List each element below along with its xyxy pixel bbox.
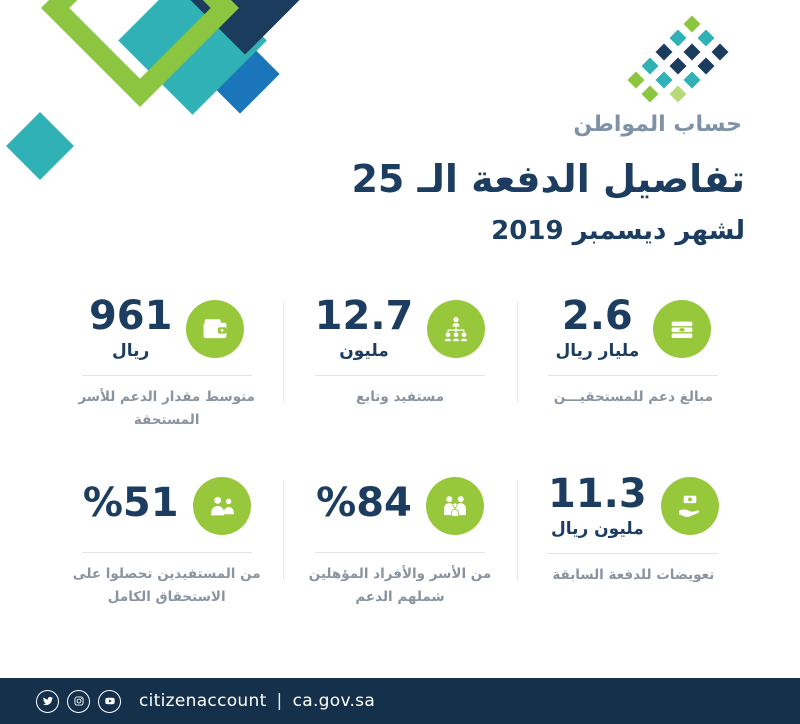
- stat-label: من الأسر والأفراد المؤهلين شملهم الدعم: [308, 565, 492, 605]
- page-title-block: تفاصيل الدفعة الـ 25 لشهر ديسمبر 2019: [351, 157, 745, 246]
- instagram-icon[interactable]: [67, 689, 90, 713]
- cash-stack-icon: [653, 299, 712, 358]
- people-icon: [192, 476, 251, 535]
- stat-unit: مليار ريال: [555, 341, 640, 361]
- footer-links: citizenaccount | ca.gov.sa: [139, 691, 375, 711]
- wallet-icon: [186, 299, 245, 358]
- stats-row-1: 2.6 مليار ريال مبالغ دعم للمستحقيـــن: [50, 292, 750, 432]
- footer-separator: |: [276, 691, 283, 711]
- stat-label: متوسط مقدار الدعم للأسر المستحقة: [78, 389, 256, 428]
- stat-value: 2.6: [561, 293, 633, 339]
- stat-coverage-percent: %84 من الأسر والأفراد المؤهلين شملهم الد…: [283, 470, 516, 609]
- stat-unit: مليون ريال: [550, 518, 644, 539]
- stat-divider: [81, 375, 252, 376]
- stat-value: 12.7: [314, 293, 414, 339]
- stat-divider: [548, 375, 719, 376]
- stat-divider: [315, 375, 486, 376]
- stat-full-entitlement-percent: %51 من المستفيدين تحصلوا على الاستحقاق ا…: [50, 470, 283, 609]
- stat-label: تعويضات للدفعة السابقة: [552, 566, 715, 583]
- stats-row-2: 11.3 مليون ريال تعويضات للدفعة السابقة: [50, 470, 750, 609]
- stat-unit: ريال: [112, 341, 150, 361]
- twitter-icon[interactable]: [36, 689, 59, 713]
- footer-handle[interactable]: citizenaccount: [139, 691, 267, 711]
- stat-unit: مليون: [339, 341, 389, 361]
- stat-divider: [548, 552, 719, 554]
- citizen-account-logo-text: حساب المواطن: [573, 112, 742, 137]
- footer-bar: citizenaccount | ca.gov.sa: [0, 678, 800, 724]
- page-title: تفاصيل الدفعة الـ 25: [351, 157, 745, 201]
- stat-value: %51: [82, 480, 179, 527]
- footer-site[interactable]: ca.gov.sa: [292, 691, 376, 711]
- stat-divider: [315, 551, 486, 553]
- stat-label: من المستفيدين تحصلوا على الاستحقاق الكام…: [72, 565, 261, 605]
- deco-diamond-teal-small: [6, 112, 74, 180]
- citizen-account-logo-mosaic: [622, 15, 742, 110]
- stat-beneficiaries: 12.7 مليون مستفيد وتابع: [283, 292, 516, 432]
- family-icon: [425, 476, 484, 535]
- stat-value: 11.3: [547, 470, 647, 517]
- stat-previous-batch-compensation: 11.3 مليون ريال تعويضات للدفعة السابقة: [516, 470, 750, 609]
- hand-cash-icon: [660, 477, 719, 536]
- stat-label: مبالغ دعم للمستحقيـــن: [553, 389, 713, 405]
- stat-average-support: 961 ريال متوسط مقدار الدعم للأسر المستحق…: [50, 292, 283, 432]
- stat-divider: [81, 551, 252, 553]
- stat-support-amounts: 2.6 مليار ريال مبالغ دعم للمستحقيـــن: [516, 292, 750, 432]
- stat-label: مستفيد وتابع: [355, 389, 445, 405]
- beneficiaries-network-icon: [427, 299, 486, 358]
- stats-grid: 2.6 مليار ريال مبالغ دعم للمستحقيـــن: [50, 292, 750, 609]
- stat-value: 961: [88, 293, 173, 339]
- page-subtitle: لشهر ديسمبر 2019: [491, 215, 745, 246]
- youtube-icon[interactable]: [98, 689, 121, 713]
- stat-value: %84: [316, 480, 412, 527]
